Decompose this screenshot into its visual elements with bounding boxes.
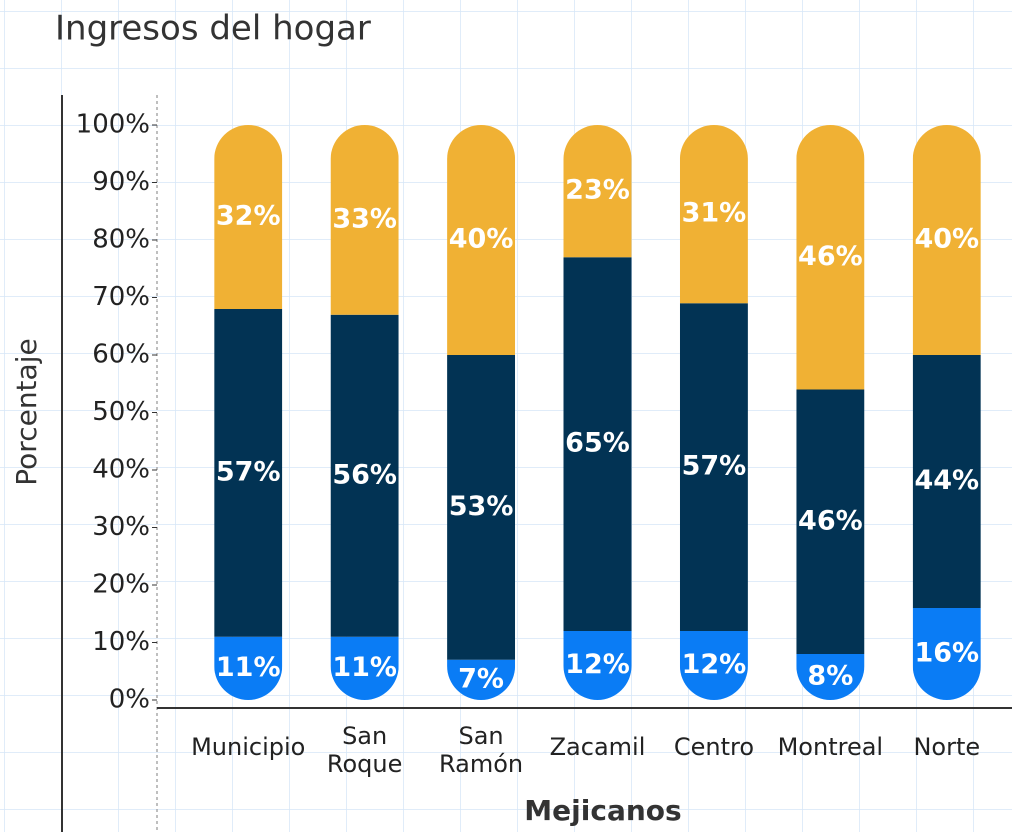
- x-tick-label: Centro: [674, 733, 754, 761]
- bar-segment: [679, 125, 748, 304]
- bar-segment: [563, 257, 632, 631]
- value-label: 33%: [332, 203, 397, 234]
- bar-segment: [912, 125, 981, 355]
- bar-segment: [563, 631, 632, 700]
- value-label: 53%: [449, 491, 514, 522]
- x-tick-label: San Ramón: [439, 722, 523, 778]
- y-tick-label: 0%: [109, 685, 150, 715]
- y-tick-label: 20%: [92, 570, 150, 600]
- y-tick-label: 30%: [92, 512, 150, 542]
- y-tick-label: 10%: [92, 627, 150, 657]
- value-label: 32%: [216, 201, 281, 232]
- bar-stack: [563, 125, 632, 700]
- x-tick-label: Municipio: [191, 733, 305, 761]
- value-label: 40%: [449, 224, 514, 255]
- value-label: 46%: [798, 505, 863, 536]
- y-tick-label: 70%: [92, 282, 150, 312]
- bar-segment: [214, 125, 283, 309]
- chart-title: Ingresos del hogar: [55, 9, 371, 49]
- bar-segment: [796, 389, 865, 654]
- y-tick-label: 50%: [92, 397, 150, 427]
- value-label: 40%: [914, 224, 979, 255]
- value-label: 23%: [565, 175, 630, 206]
- y-tick-label: 100%: [76, 110, 150, 140]
- y-tick-label: 40%: [92, 455, 150, 485]
- bar-segment: [679, 631, 748, 700]
- value-label: 16%: [914, 638, 979, 669]
- bar-segment: [330, 125, 399, 315]
- bar-segment: [330, 314, 399, 637]
- bar-segment: [214, 309, 283, 637]
- y-axis-label: Porcentaje: [10, 338, 43, 485]
- bar-segment: [563, 125, 632, 258]
- bar-segment: [330, 636, 399, 700]
- bar-stack: [447, 125, 516, 700]
- x-tick-label: Montreal: [778, 733, 884, 761]
- value-label: 57%: [216, 456, 281, 487]
- value-label: 11%: [332, 652, 397, 683]
- value-label: 46%: [798, 241, 863, 272]
- value-label: 8%: [807, 661, 853, 692]
- value-label: 31%: [682, 198, 747, 229]
- value-label: 12%: [565, 649, 630, 680]
- bar-stack: [330, 125, 399, 700]
- bar-segment: [912, 355, 981, 608]
- x-tick-label: San Roque: [327, 722, 403, 778]
- value-label: 57%: [682, 451, 747, 482]
- bar-segment: [796, 125, 865, 390]
- bar-segment: [447, 125, 516, 355]
- bar-stack: [679, 125, 748, 700]
- bar-stack: [214, 125, 283, 700]
- value-label: 65%: [565, 428, 630, 459]
- x-tick-label: Norte: [913, 733, 980, 761]
- value-label: 11%: [216, 652, 281, 683]
- bar-segment: [912, 608, 981, 700]
- value-label: 7%: [458, 663, 504, 694]
- bar-stack: [796, 125, 865, 700]
- y-tick-label: 80%: [92, 225, 150, 255]
- bar-segment: [679, 303, 748, 631]
- bar-segment: [447, 355, 516, 660]
- value-label: 44%: [914, 465, 979, 496]
- value-label: 56%: [332, 459, 397, 490]
- y-tick-label: 90%: [92, 167, 150, 197]
- y-tick-label: 60%: [92, 340, 150, 370]
- x-tick-label: Zacamil: [550, 733, 646, 761]
- bar-stack: [912, 125, 981, 700]
- bar-segment: [214, 636, 283, 700]
- value-label: 12%: [682, 649, 747, 680]
- x-axis-label: Mejicanos: [524, 794, 681, 827]
